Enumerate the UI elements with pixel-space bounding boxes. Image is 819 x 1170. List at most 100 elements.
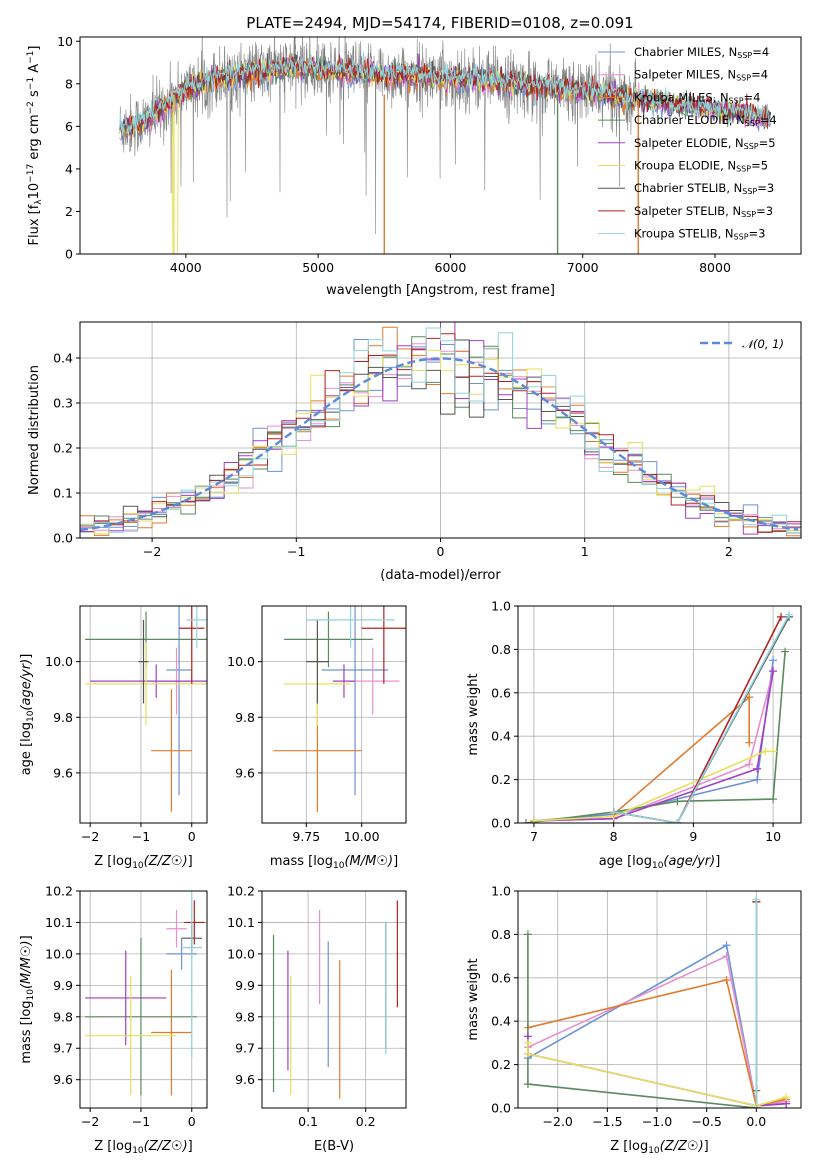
legend-label: Salpeter ELODIE, NSSP=5	[634, 136, 776, 151]
panel-mass_vs_ebv: 0.1 0.2 9.6 9.7 9.8 9.9 10.0 10.1 10.2 E(B-V)	[227, 884, 407, 1154]
figure-title: PLATE=2494, MJD=54174, FIBERID=0108, z=0…	[246, 14, 633, 32]
weight-line	[533, 750, 774, 822]
y-tick-label: 8	[65, 76, 73, 91]
weight-line	[527, 1042, 787, 1107]
weight-marker	[722, 941, 731, 950]
weight-marker	[523, 1080, 532, 1089]
x-axis-label: Z [log10(Z/Z☉)]	[94, 854, 192, 871]
y-axis-label: mass weight	[466, 958, 481, 1040]
weight-marker	[769, 656, 778, 665]
normal-curve	[80, 357, 799, 532]
y-tick-label: 0.6	[491, 970, 511, 985]
x-tick-label: −0.5	[691, 1114, 721, 1129]
y-tick-label: 0.0	[53, 531, 73, 546]
y-tick-label: 6	[65, 119, 73, 134]
weight-line	[533, 660, 774, 822]
y-axis-label: Normed distribution	[27, 365, 42, 495]
x-axis-label: Z [log10(Z/Z☉)]	[94, 1139, 192, 1156]
x-tick-label: 0.1	[298, 1114, 318, 1129]
y-tick-label: 0.2	[53, 441, 73, 456]
y-tick-label: 10.0	[227, 946, 255, 961]
y-tick-label: 0.4	[491, 1014, 511, 1029]
y-axis-label: mass [log10(M/M☉)]	[19, 935, 36, 1063]
y-tick-label: 10.1	[227, 915, 255, 930]
x-tick-label: −2.0	[543, 1114, 573, 1129]
plot-area-residuals	[80, 322, 801, 537]
x-tick-label: 1	[581, 544, 589, 559]
y-tick-label: 10.2	[227, 884, 255, 899]
x-tick-label: 0	[188, 1114, 196, 1129]
weight-marker	[777, 612, 786, 621]
weight-marker	[745, 693, 754, 702]
plot-area-mass_vs_Z	[85, 891, 205, 1096]
weight-marker	[753, 775, 762, 784]
legend-label: Chabrier ELODIE, NSSP=4	[634, 113, 777, 128]
y-tick-label: 10.2	[45, 884, 73, 899]
x-tick-label: 10.00	[344, 829, 380, 844]
x-tick-label: 6000	[435, 260, 467, 275]
legend-label: 𝒩(0, 1)	[742, 337, 784, 351]
y-tick-label: 9.8	[53, 1009, 73, 1024]
weight-line	[533, 670, 774, 822]
x-tick-label: −2	[143, 544, 161, 559]
axes-frame	[79, 605, 208, 824]
x-tick-label: 7000	[567, 260, 599, 275]
legend-label: Chabrier STELIB, NSSP=3	[634, 181, 774, 196]
x-tick-label: 5000	[302, 260, 334, 275]
x-tick-label: 4000	[170, 260, 202, 275]
legend-label: Kroupa MILES, NSSP=4	[634, 90, 760, 105]
y-tick-label: 9.8	[235, 710, 255, 725]
x-tick-label: 9	[689, 829, 697, 844]
y-tick-label: 0.2	[491, 1057, 511, 1072]
x-tick-label: −2	[81, 1114, 99, 1129]
x-tick-label: 10	[765, 829, 781, 844]
y-tick-label: 0.3	[53, 396, 73, 411]
y-tick-label: 0.0	[491, 1101, 511, 1116]
y-tick-label: 1.0	[491, 884, 511, 899]
weight-marker	[523, 930, 532, 939]
histogram-steps	[80, 327, 801, 534]
x-axis-label: E(B-V)	[314, 1139, 354, 1154]
y-tick-label: 0	[65, 247, 73, 262]
x-axis-label: mass [log10(M/M☉)]	[270, 854, 398, 871]
y-tick-label: 1.0	[491, 599, 511, 614]
y-tick-label: 9.6	[235, 1072, 255, 1087]
y-tick-label: 10.1	[45, 915, 73, 930]
x-tick-label: 7	[530, 829, 538, 844]
panel-residuals: −2 −1 0 1 2 0.0 0.1 0.2 0.3 0.4 𝒩(0, 1) (data-model…	[27, 321, 802, 583]
legend-label: Salpeter MILES, NSSP=4	[634, 68, 768, 83]
y-tick-label: 9.7	[235, 1041, 255, 1056]
x-axis-label: Z [log10(Z/Z☉)]	[610, 1139, 708, 1156]
x-tick-label: 8000	[699, 260, 731, 275]
y-tick-label: 0.8	[491, 642, 511, 657]
weight-marker	[521, 819, 530, 823]
y-tick-label: 10.0	[227, 654, 255, 669]
weight-line	[527, 954, 787, 1107]
x-tick-label: 0.2	[356, 1114, 376, 1129]
weight-line	[527, 979, 787, 1107]
weight-marker	[745, 738, 754, 747]
panel-spectrum: 4000 5000 6000 7000 8000 0 2 4 6 8 10 Chabrier MILE…	[26, 34, 802, 298]
weight-marker	[523, 1038, 532, 1047]
panel-age_vs_Z: −2 −1 0 9.6 9.8 10.0 Z [log10(Z/Z☉)] age [log10…	[19, 605, 208, 871]
y-tick-label: 9.9	[53, 978, 73, 993]
axes-frame	[517, 890, 802, 1109]
x-tick-label: 0.0	[746, 1114, 766, 1129]
y-tick-label: 9.6	[235, 765, 255, 780]
x-tick-label: 2	[725, 544, 733, 559]
y-tick-label: 0.1	[53, 486, 73, 501]
legend-label: Kroupa STELIB, NSSP=3	[634, 227, 765, 242]
plot-area-age_vs_mass	[273, 606, 406, 812]
x-tick-label: 0	[188, 829, 196, 844]
x-tick-label: −1.0	[642, 1114, 672, 1129]
spectrum-model-line	[119, 53, 772, 135]
x-tick-label: −1	[287, 544, 305, 559]
x-tick-label: −1.5	[592, 1114, 622, 1129]
y-tick-label: 9.6	[53, 1072, 73, 1087]
axes-frame	[261, 890, 407, 1109]
weight-marker	[785, 610, 794, 619]
legend-label: Chabrier MILES, NSSP=4	[634, 45, 769, 60]
weight-marker	[722, 952, 731, 961]
y-tick-label: 9.7	[53, 1041, 73, 1056]
y-tick-label: 0.2	[491, 772, 511, 787]
